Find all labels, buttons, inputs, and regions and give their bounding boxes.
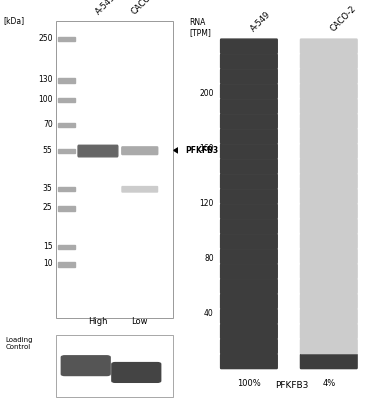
FancyBboxPatch shape bbox=[221, 189, 277, 204]
FancyBboxPatch shape bbox=[221, 324, 277, 338]
FancyBboxPatch shape bbox=[221, 354, 277, 368]
FancyBboxPatch shape bbox=[78, 145, 118, 157]
FancyBboxPatch shape bbox=[221, 39, 277, 53]
Text: High: High bbox=[88, 318, 108, 326]
FancyBboxPatch shape bbox=[221, 309, 277, 324]
FancyBboxPatch shape bbox=[301, 189, 357, 204]
FancyBboxPatch shape bbox=[301, 219, 357, 234]
FancyBboxPatch shape bbox=[221, 144, 277, 158]
FancyBboxPatch shape bbox=[221, 99, 277, 114]
Text: CACO-2: CACO-2 bbox=[129, 0, 159, 16]
FancyBboxPatch shape bbox=[221, 279, 277, 294]
Bar bbox=[58, 262, 75, 266]
Bar bbox=[58, 206, 75, 210]
Text: 250: 250 bbox=[38, 34, 53, 43]
FancyBboxPatch shape bbox=[221, 264, 277, 278]
Text: A-549: A-549 bbox=[94, 0, 118, 16]
FancyBboxPatch shape bbox=[301, 144, 357, 158]
Text: 100: 100 bbox=[38, 95, 53, 104]
FancyBboxPatch shape bbox=[301, 234, 357, 248]
FancyBboxPatch shape bbox=[221, 114, 277, 128]
Bar bbox=[58, 187, 75, 191]
Text: A-549: A-549 bbox=[249, 9, 273, 33]
Text: 160: 160 bbox=[199, 144, 214, 153]
Text: 10: 10 bbox=[43, 260, 53, 268]
Text: 55: 55 bbox=[43, 146, 53, 155]
FancyBboxPatch shape bbox=[112, 362, 161, 382]
FancyBboxPatch shape bbox=[61, 356, 110, 376]
FancyBboxPatch shape bbox=[301, 324, 357, 338]
Text: 200: 200 bbox=[199, 89, 214, 98]
Bar bbox=[58, 78, 75, 82]
Text: 15: 15 bbox=[43, 242, 53, 251]
FancyBboxPatch shape bbox=[301, 54, 357, 68]
FancyBboxPatch shape bbox=[221, 294, 277, 308]
FancyBboxPatch shape bbox=[221, 204, 277, 218]
FancyBboxPatch shape bbox=[221, 54, 277, 68]
Polygon shape bbox=[174, 145, 183, 156]
Text: Loading
Control: Loading Control bbox=[6, 338, 33, 350]
FancyBboxPatch shape bbox=[301, 279, 357, 294]
FancyBboxPatch shape bbox=[301, 84, 357, 98]
Bar bbox=[58, 37, 75, 41]
Bar bbox=[58, 123, 75, 127]
FancyBboxPatch shape bbox=[221, 69, 277, 83]
FancyBboxPatch shape bbox=[221, 84, 277, 98]
Text: 80: 80 bbox=[204, 254, 214, 263]
Text: [kDa]: [kDa] bbox=[4, 16, 25, 25]
FancyBboxPatch shape bbox=[221, 159, 277, 174]
FancyBboxPatch shape bbox=[221, 219, 277, 234]
Bar bbox=[56, 335, 173, 397]
Text: PFKFB3: PFKFB3 bbox=[185, 146, 218, 155]
FancyBboxPatch shape bbox=[221, 234, 277, 248]
FancyBboxPatch shape bbox=[221, 249, 277, 264]
Text: 70: 70 bbox=[43, 120, 53, 129]
FancyBboxPatch shape bbox=[301, 204, 357, 218]
Bar bbox=[58, 98, 75, 102]
Text: PFKFB3: PFKFB3 bbox=[275, 381, 309, 390]
FancyBboxPatch shape bbox=[301, 174, 357, 188]
Text: Low: Low bbox=[132, 318, 148, 326]
Text: CACO-2: CACO-2 bbox=[329, 4, 358, 33]
FancyBboxPatch shape bbox=[301, 309, 357, 324]
Text: 25: 25 bbox=[43, 204, 53, 212]
FancyBboxPatch shape bbox=[122, 147, 158, 154]
Text: 35: 35 bbox=[43, 184, 53, 193]
Bar bbox=[58, 149, 75, 153]
FancyBboxPatch shape bbox=[221, 129, 277, 144]
FancyBboxPatch shape bbox=[301, 69, 357, 83]
Text: 120: 120 bbox=[199, 199, 214, 208]
FancyBboxPatch shape bbox=[301, 114, 357, 128]
Text: 130: 130 bbox=[38, 76, 53, 84]
FancyBboxPatch shape bbox=[301, 339, 357, 354]
FancyBboxPatch shape bbox=[301, 294, 357, 308]
FancyBboxPatch shape bbox=[301, 39, 357, 53]
FancyBboxPatch shape bbox=[301, 99, 357, 114]
FancyBboxPatch shape bbox=[221, 339, 277, 354]
FancyBboxPatch shape bbox=[301, 129, 357, 144]
Text: 100%: 100% bbox=[237, 378, 261, 388]
FancyBboxPatch shape bbox=[122, 186, 158, 192]
FancyBboxPatch shape bbox=[301, 354, 357, 368]
Bar bbox=[56, 21, 173, 318]
FancyBboxPatch shape bbox=[301, 159, 357, 174]
Text: 4%: 4% bbox=[322, 378, 335, 388]
Text: 40: 40 bbox=[204, 310, 214, 318]
FancyBboxPatch shape bbox=[221, 174, 277, 188]
FancyBboxPatch shape bbox=[301, 249, 357, 264]
FancyBboxPatch shape bbox=[301, 264, 357, 278]
Bar bbox=[58, 245, 75, 249]
Text: RNA
[TPM]: RNA [TPM] bbox=[190, 18, 211, 37]
